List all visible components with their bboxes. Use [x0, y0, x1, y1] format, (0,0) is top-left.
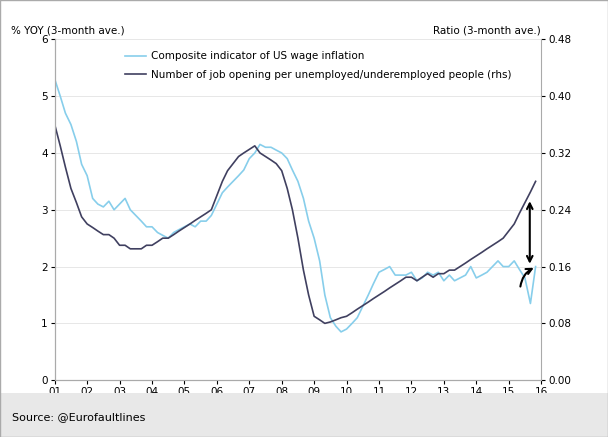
Number of job opening per unemployed/underemployed people (rhs) [392, 282, 399, 287]
Text: % YOY (3-month ave.): % YOY (3-month ave.) [11, 26, 125, 36]
Composite indicator of US wage inflation [51, 76, 58, 82]
Number of job opening per unemployed/underemployed people (rhs) [457, 264, 464, 269]
Text: Source: @Eurofaultlines: Source: @Eurofaultlines [12, 413, 145, 422]
Number of job opening per unemployed/underemployed people (rhs) [321, 321, 328, 326]
Number of job opening per unemployed/underemployed people (rhs) [516, 211, 523, 216]
Number of job opening per unemployed/underemployed people (rhs) [532, 179, 539, 184]
Composite indicator of US wage inflation [457, 275, 464, 281]
Number of job opening per unemployed/underemployed people (rhs) [467, 257, 474, 262]
Line: Number of job opening per unemployed/underemployed people (rhs): Number of job opening per unemployed/und… [55, 125, 536, 323]
Composite indicator of US wage inflation [467, 264, 474, 269]
Composite indicator of US wage inflation [532, 264, 539, 269]
Number of job opening per unemployed/underemployed people (rhs) [116, 243, 123, 248]
Composite indicator of US wage inflation [392, 273, 399, 278]
Composite indicator of US wage inflation [337, 329, 345, 335]
Legend: Composite indicator of US wage inflation, Number of job opening per unemployed/u: Composite indicator of US wage inflation… [125, 52, 511, 80]
Composite indicator of US wage inflation [516, 267, 523, 272]
Number of job opening per unemployed/underemployed people (rhs) [197, 214, 204, 219]
Line: Composite indicator of US wage inflation: Composite indicator of US wage inflation [55, 79, 536, 332]
Number of job opening per unemployed/underemployed people (rhs) [51, 122, 58, 127]
Composite indicator of US wage inflation [116, 201, 123, 207]
Text: Ratio (3-month ave.): Ratio (3-month ave.) [434, 26, 541, 36]
Composite indicator of US wage inflation [197, 218, 204, 224]
